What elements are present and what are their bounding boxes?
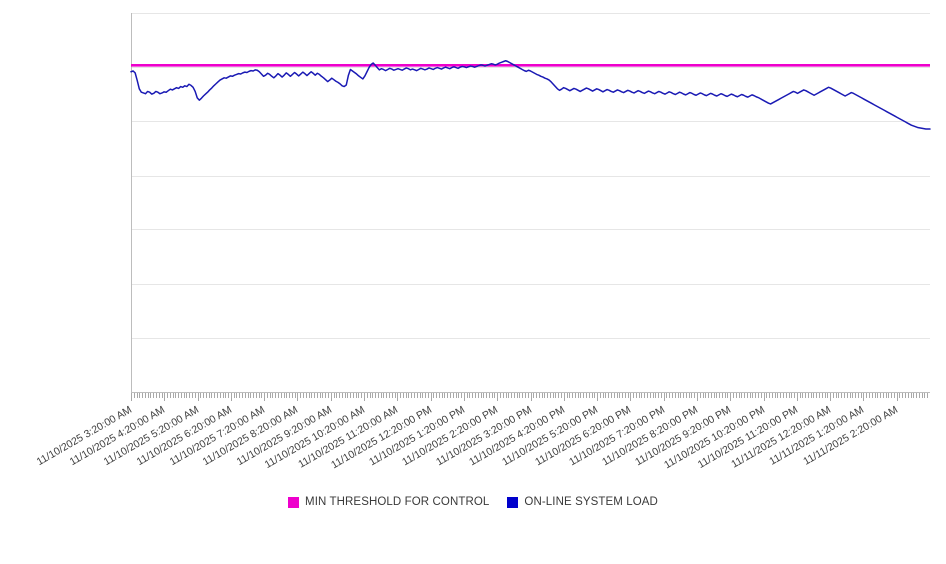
legend-item[interactable]: ON-LINE SYSTEM LOAD <box>507 496 658 508</box>
chart-legend: MIN THRESHOLD FOR CONTROL ON-LINE SYSTEM … <box>0 496 946 508</box>
load-line-path <box>130 60 931 130</box>
legend-item[interactable]: MIN THRESHOLD FOR CONTROL <box>288 496 489 508</box>
gridlines-group <box>131 13 930 393</box>
x-axis-ticks-group <box>131 393 928 401</box>
legend-label: MIN THRESHOLD FOR CONTROL <box>305 496 490 508</box>
load-series-line <box>130 60 931 130</box>
legend-color-swatch <box>507 496 519 508</box>
legend-color-swatch <box>288 496 300 508</box>
legend-label: ON-LINE SYSTEM LOAD <box>524 496 658 508</box>
plot-border-group <box>131 13 930 393</box>
time-series-chart: 11/10/2025 3:20:00 AM 11/10/2025 4:20:00 … <box>0 13 946 508</box>
chart-canvas <box>130 13 931 401</box>
